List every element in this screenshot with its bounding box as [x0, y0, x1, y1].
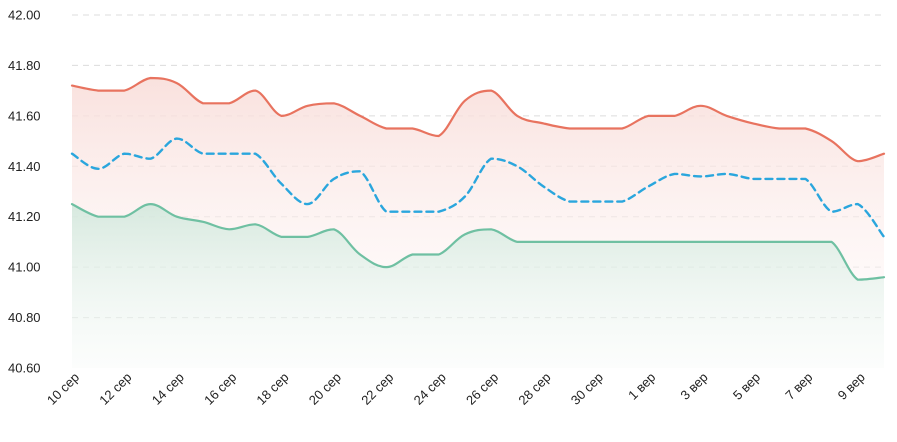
x-tick-label: 3 вер — [677, 370, 710, 403]
x-tick-label: 30 сер — [568, 370, 606, 408]
x-tick: 12 сер — [96, 370, 134, 408]
x-tick-label: 18 сер — [253, 370, 291, 408]
x-tick-label: 9 вер — [835, 370, 868, 403]
x-tick: 24 сер — [411, 370, 449, 408]
y-tick-label: 41.00 — [8, 260, 41, 275]
x-tick-label: 20 сер — [306, 370, 344, 408]
x-tick: 28 сер — [515, 370, 553, 408]
x-tick-label: 28 сер — [515, 370, 553, 408]
x-tick: 1 вер — [625, 370, 658, 403]
x-tick-label: 7 вер — [782, 370, 815, 403]
area-fills — [72, 78, 884, 368]
x-tick: 10 сер — [44, 370, 82, 408]
x-tick-label: 10 сер — [44, 370, 82, 408]
middle-series-line — [70, 137, 886, 239]
low-range-area — [72, 204, 884, 368]
x-tick: 22 сер — [358, 370, 396, 408]
y-tick-label: 42.00 — [8, 8, 41, 23]
y-axis-ticks: 40.60 40.80 41.00 41.20 41.40 41.60 41.80 42.00 — [8, 8, 41, 376]
x-tick: 9 вер — [835, 370, 868, 403]
x-tick-label: 1 вер — [625, 370, 658, 403]
upper-series-line — [70, 76, 886, 163]
x-tick: 26 сер — [463, 370, 501, 408]
y-tick-label: 41.80 — [8, 58, 41, 73]
series-lines — [70, 76, 886, 281]
high-range-area — [72, 78, 884, 280]
x-tick: 5 вер — [730, 370, 763, 403]
x-tick: 14 сер — [149, 370, 187, 408]
y-tick-label: 41.20 — [8, 209, 41, 224]
x-tick: 7 вер — [782, 370, 815, 403]
lower-series-line — [70, 203, 886, 281]
y-tick-label: 41.60 — [8, 108, 41, 123]
x-tick-label: 12 сер — [96, 370, 134, 408]
x-tick-label: 14 сер — [149, 370, 187, 408]
x-tick: 16 сер — [201, 370, 239, 408]
x-tick-label: 22 сер — [358, 370, 396, 408]
x-tick-label: 26 сер — [463, 370, 501, 408]
x-tick: 18 сер — [253, 370, 291, 408]
y-tick-label: 41.40 — [8, 159, 41, 174]
x-tick: 3 вер — [677, 370, 710, 403]
y-tick-label: 40.60 — [8, 361, 41, 376]
x-tick: 30 сер — [568, 370, 606, 408]
x-tick-label: 16 сер — [201, 370, 239, 408]
x-tick-label: 24 сер — [411, 370, 449, 408]
x-axis-ticks: 10 сер 12 сер 14 сер 16 сер 18 сер 20 сер 22 с… — [44, 370, 868, 408]
x-tick: 20 сер — [306, 370, 344, 408]
x-tick-label: 5 вер — [730, 370, 763, 403]
y-tick-label: 40.80 — [8, 310, 41, 325]
